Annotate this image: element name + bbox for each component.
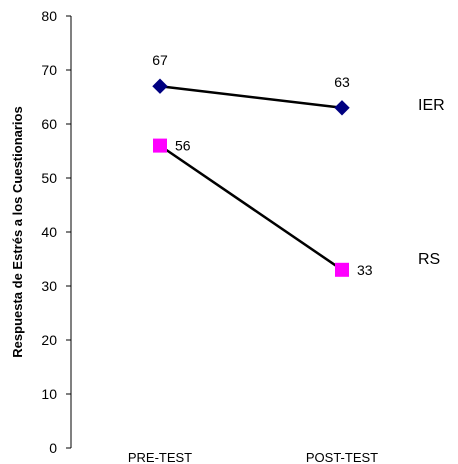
series-rs: 56 33 RS [153,138,440,278]
x-category-label: PRE-TEST [128,450,192,464]
x-category-label: POST-TEST [306,450,378,464]
y-tick-label: 50 [41,170,57,186]
series-line [160,86,342,108]
x-category-labels: PRE-TEST POST-TEST [128,450,378,464]
data-label: 56 [175,138,191,154]
series-layer: 67 63 IER 56 33 RS [152,52,444,278]
y-tick-label: 70 [41,62,57,78]
series-line [160,146,342,270]
y-tick-labels: 0 10 20 30 40 50 60 70 80 [41,8,57,456]
chart-axes [66,16,71,448]
data-point-marker [335,101,349,115]
series-name-label: IER [418,97,445,114]
y-tick-label: 10 [41,386,57,402]
y-tick-label: 30 [41,278,57,294]
y-tick-label: 20 [41,332,57,348]
y-tick-label: 80 [41,8,57,24]
data-point-marker [153,139,167,153]
y-tick-label: 40 [41,224,57,240]
y-axis-title: Respuesta de Estrés a los Cuestionarios [10,106,25,357]
y-tick-label: 0 [49,440,57,456]
data-label: 67 [152,52,168,68]
data-point-marker [153,79,167,93]
data-label: 63 [334,74,350,90]
y-tick-label: 60 [41,116,57,132]
series-name-label: RS [418,251,440,268]
data-label: 33 [357,262,373,278]
series-ier: 67 63 IER [152,52,444,115]
data-point-marker [335,263,349,277]
